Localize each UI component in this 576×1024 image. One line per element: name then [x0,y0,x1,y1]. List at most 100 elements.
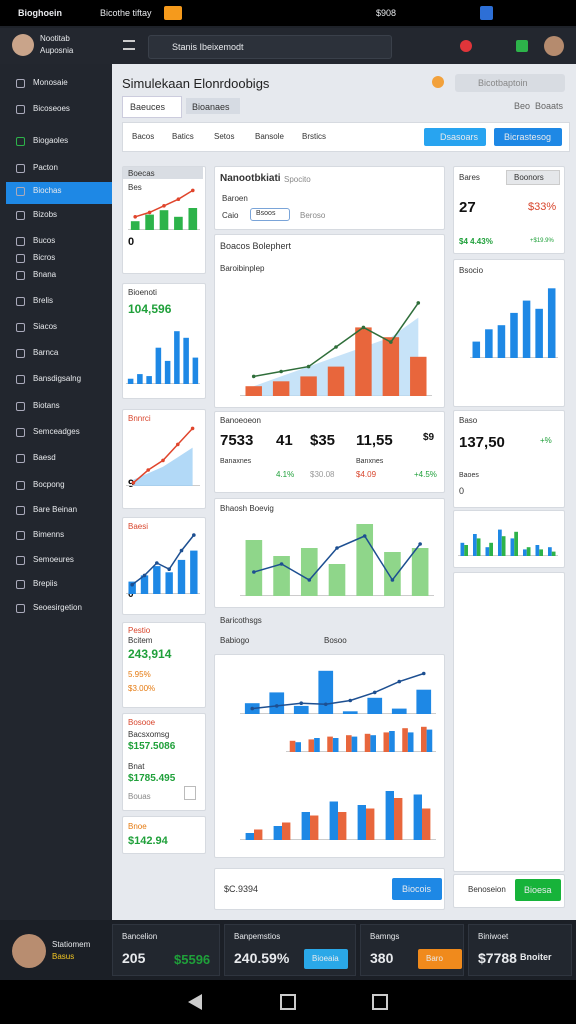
card-label: Baoes [459,472,479,479]
icon [432,76,444,88]
sidebar-item[interactable]: Bizobs [33,210,58,219]
sidebar-icon [16,137,25,146]
search-box[interactable] [148,35,392,59]
bar [460,542,465,556]
sidebar-item[interactable]: Baesd [33,453,56,462]
alert-icon[interactable] [516,40,528,52]
tab[interactable] [122,96,182,118]
notification[interactable] [460,40,472,52]
sidebar-item[interactable]: Bnana [33,270,57,279]
sidebar-item[interactable]: Biogaoles [33,136,69,145]
stat-value: 240.59% [234,950,290,966]
button[interactable] [494,128,562,146]
card-value: 0 [459,486,465,496]
sidebar-item[interactable]: Pacton [33,163,58,172]
card [453,572,565,872]
sidebar-item[interactable]: Seoesirgetion [33,603,82,612]
bar [355,327,372,396]
bar [411,548,429,596]
sidebar-item[interactable]: Bare Beinan [33,505,78,514]
user-avatar[interactable] [544,36,564,56]
menu-button[interactable] [123,40,135,50]
bar [391,708,407,714]
page-link[interactable]: Beo [514,101,531,111]
filter-tab[interactable]: Bansole [255,132,284,141]
nav-back[interactable] [188,994,202,1010]
bar [245,386,262,396]
card-value: $142.94 [128,835,168,847]
chart [128,188,200,230]
stat-cell [112,924,220,976]
nav-recent[interactable] [372,994,388,1010]
filter-tab[interactable]: Batics [172,132,194,141]
sidebar-item[interactable]: Brelis [33,296,54,305]
select[interactable] [250,208,290,221]
field-label: Baroen [222,194,248,203]
chart [240,524,434,596]
card-value: 243,914 [128,647,172,661]
button[interactable] [515,879,561,901]
sidebar-item[interactable]: Bicoseoes [33,104,70,113]
sidebar-item[interactable]: Bocpong [33,480,65,489]
tab[interactable] [186,98,240,114]
sidebar-item[interactable]: Semceadges [33,427,80,436]
point [176,442,180,447]
button-label: Bicrastesog [504,132,552,142]
point [362,534,367,538]
card-change: $4 4.43% [459,237,493,246]
bar [523,549,527,556]
filter-tab[interactable]: Setos [214,132,235,141]
filter-tab[interactable]: Brstics [302,132,326,141]
bar [174,331,180,384]
sidebar-item[interactable]: Siacos [33,322,58,331]
nav-home[interactable] [280,994,296,1010]
nav-bar [0,980,576,1024]
sidebar-item[interactable]: Bansdigsalng [33,374,82,383]
bar [410,356,427,396]
bar [146,376,152,384]
bar [402,728,408,752]
sidebar-icon [16,254,25,263]
point [274,704,279,708]
page-search[interactable] [455,74,565,92]
button[interactable] [418,949,462,969]
sidebar-item[interactable]: Monosaie [33,78,68,87]
sidebar-icon [16,105,25,114]
button[interactable] [304,949,348,969]
profile-subtitle: Auposnia [40,46,74,55]
sidebar-item[interactable]: Barnca [33,348,59,357]
sidebar-item[interactable]: Bucos [33,236,56,245]
sidebar-item[interactable]: Bimenns [33,530,65,539]
sidebar-icon [16,454,25,463]
avatar[interactable] [12,34,34,56]
bar [522,300,531,358]
card-title: Boecas [128,169,155,178]
sidebar-item[interactable]: Semoeures [33,555,74,564]
button[interactable] [424,128,486,146]
bar [383,732,390,752]
point [130,582,134,587]
button[interactable] [392,878,442,900]
filter-tab[interactable]: Bacos [132,132,155,141]
bar [338,812,347,840]
point [167,567,171,571]
sidebar-item[interactable]: Bicros [33,253,56,262]
bar [295,742,301,752]
bar [310,815,319,840]
chart [458,529,558,556]
bar [422,808,431,840]
dropdown[interactable] [184,786,196,800]
card [214,411,445,493]
sidebar-item[interactable]: Biochas [33,186,62,195]
card [122,283,206,399]
card-value: 27 [459,199,476,216]
sidebar-item[interactable]: Biotans [33,401,60,410]
footer-label: Benoseion [468,885,506,894]
button[interactable] [506,170,560,185]
bar [282,822,291,840]
stat-value: $9 [423,432,435,443]
sidebar-item[interactable]: Brepiis [33,579,58,588]
page-link[interactable]: Boaats [535,101,564,111]
card [122,622,206,708]
sidebar-icon [16,237,25,246]
